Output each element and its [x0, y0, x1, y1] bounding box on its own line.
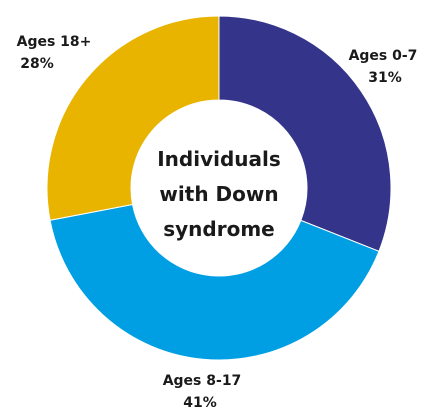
donut-slices: [46, 15, 392, 361]
slice-label-name: Ages 0-7: [349, 48, 418, 64]
slice-label-ages-18-plus: Ages 18+ 28%: [17, 34, 92, 72]
slice-label-percent: 31%: [368, 70, 402, 86]
center-title-line-3: syndrome: [163, 217, 275, 241]
center-title-line-2: with Down: [159, 182, 278, 206]
center-title-line-1: Individuals: [157, 147, 281, 171]
slice-label-percent: 28%: [20, 56, 54, 72]
center-title: Individuals with Down syndrome: [157, 147, 281, 241]
slice-label-name: Ages 8-17: [163, 373, 242, 389]
slice-ages-18-plus: [46, 15, 220, 221]
slice-label-ages-0-7: Ages 0-7 31%: [349, 48, 418, 86]
slice-label-name: Ages 18+: [17, 34, 92, 50]
slice-label-percent: 41%: [183, 395, 217, 411]
slice-ages-8-17: [49, 203, 380, 361]
slice-ages-0-7: [218, 15, 392, 252]
slice-label-ages-8-17: Ages 8-17 41%: [163, 373, 242, 411]
